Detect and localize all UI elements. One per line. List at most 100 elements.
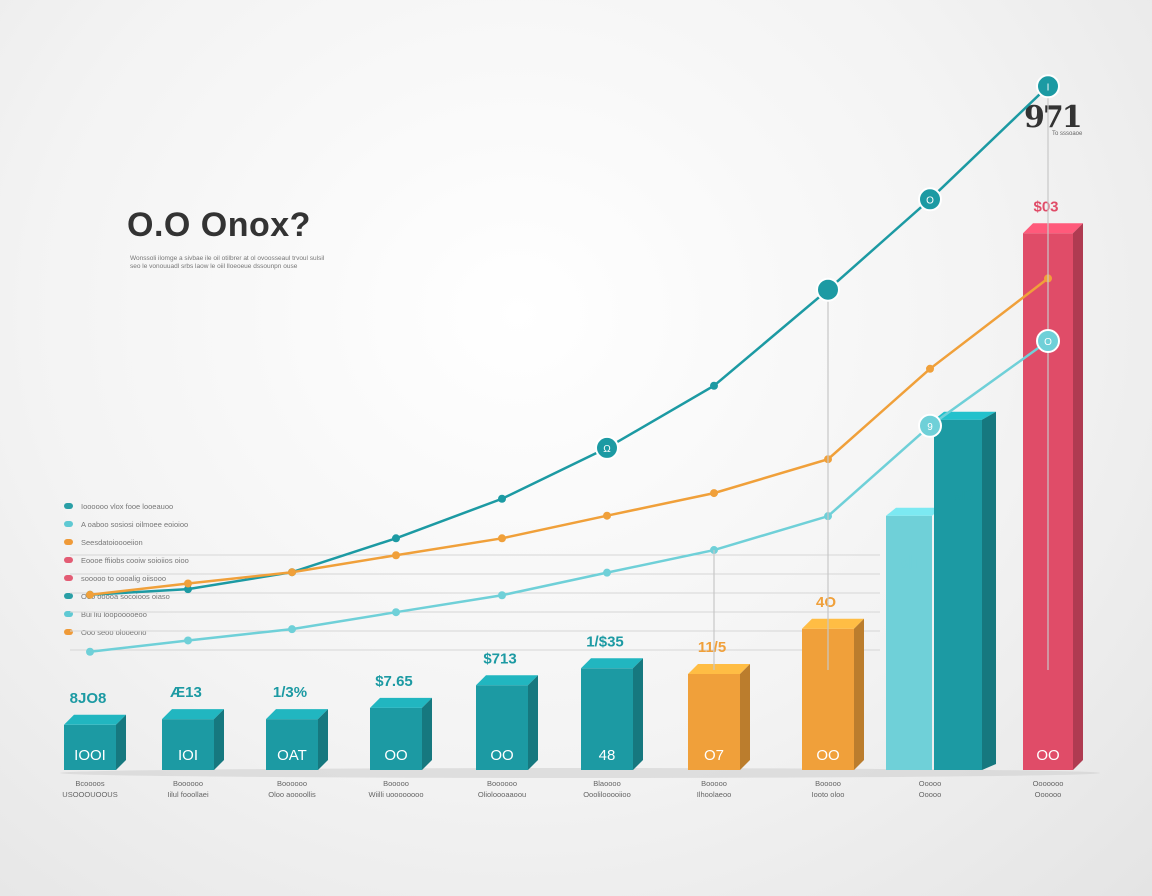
legend: Ioooooo vlox fooe looeauoo A oaboo sosios… xyxy=(64,497,234,641)
bar xyxy=(370,707,422,770)
legend-item: Bui liu loopooooeoo xyxy=(64,605,234,623)
bar-side xyxy=(422,697,432,770)
corner-badge: 971 To sssoaoe xyxy=(1024,100,1083,137)
legend-swatch xyxy=(64,575,73,581)
bar xyxy=(581,668,633,770)
line-point xyxy=(86,647,94,656)
line-point xyxy=(603,568,611,577)
bar-side xyxy=(982,411,996,770)
line-marker xyxy=(1036,329,1060,353)
legend-item: Eoooe ffiiobs cooiw soioiios oioo xyxy=(64,551,234,569)
chart-subtitle: Wonssoli ilomge a sivbae ile oil otilbre… xyxy=(130,255,325,270)
bar-side xyxy=(214,709,224,770)
bar-face-label: OO xyxy=(384,747,407,764)
bar-side xyxy=(854,618,864,770)
category-label: Oloo aoooollis xyxy=(268,790,316,799)
bar-face-label: OO xyxy=(816,747,839,764)
legend-label: Ioooooo vlox fooe looeauoo xyxy=(81,501,174,511)
line-point xyxy=(498,591,506,600)
line-marker xyxy=(918,187,942,212)
line-marker-label: O xyxy=(1044,337,1052,348)
line-marker xyxy=(1036,74,1060,99)
bar-side xyxy=(528,675,538,770)
category-label: Ooooo xyxy=(919,779,942,788)
bar xyxy=(934,419,982,770)
series-line xyxy=(88,85,1050,597)
bar-side xyxy=(740,663,750,770)
line-point xyxy=(710,489,718,498)
bar-top xyxy=(886,507,942,516)
category-label: Wiilli uoooooooo xyxy=(368,790,423,799)
bar xyxy=(266,719,318,770)
legend-label: sooooo to oooalig oiisooo xyxy=(81,573,167,583)
line-marker-label: O xyxy=(926,195,934,206)
legend-label: Ooo ooooa socoioos oiaso xyxy=(81,591,170,601)
bar-face-label: IOOI xyxy=(74,747,106,764)
series-line xyxy=(88,277,1050,597)
line-point xyxy=(392,534,400,543)
legend-label: Eoooe ffiiobs cooiw soioiios oioo xyxy=(81,555,189,565)
bar-top-label: 11/5 xyxy=(698,639,726,656)
legend-label: Ooo seoo olooeono xyxy=(81,627,147,637)
bar-top xyxy=(581,658,643,669)
legend-swatch xyxy=(64,611,73,617)
bar-top xyxy=(162,709,224,720)
legend-item: A oaboo sosiosi oilmoee eoioioo xyxy=(64,515,234,533)
line-point xyxy=(498,494,506,503)
legend-item: Seesdatoioooeiion xyxy=(64,533,234,551)
category-label: Boooooo xyxy=(487,779,517,788)
line-marker-label: 9 xyxy=(927,422,933,433)
bar-top xyxy=(266,709,328,720)
legend-item: Ioooooo vlox fooe looeauoo xyxy=(64,497,234,515)
bar-top xyxy=(802,618,864,629)
bar xyxy=(688,673,740,770)
legend-swatch xyxy=(64,629,73,635)
bar-top xyxy=(1023,223,1083,234)
legend-swatch xyxy=(64,539,73,545)
extra-label: 5I6I xyxy=(953,487,976,503)
line-marker xyxy=(816,277,840,302)
corner-caption: To sssoaoe xyxy=(1052,131,1083,137)
bar-top xyxy=(476,675,538,686)
line-point xyxy=(926,364,934,373)
category-label: Olioloooaaoou xyxy=(478,790,526,799)
bar xyxy=(886,515,932,770)
bar-side xyxy=(1073,223,1083,770)
line-marker xyxy=(918,413,942,438)
bar-face-label: OAT xyxy=(277,747,307,764)
bar-top-label: $713 xyxy=(483,650,516,667)
category-label: Boooooo xyxy=(277,779,307,788)
bar-side xyxy=(116,714,126,770)
corner-number: 971 xyxy=(1024,100,1083,135)
line-marker xyxy=(595,435,619,460)
category-label: Ooooooo xyxy=(1033,779,1064,788)
bar-face-label: OO xyxy=(1036,747,1059,764)
line-marker-label: Ω xyxy=(603,444,611,455)
bar-top-label: $03 xyxy=(1033,198,1058,215)
category-label: Ilhoolaeoo xyxy=(697,790,732,799)
bar-top xyxy=(64,714,126,725)
legend-item: sooooo to oooalig oiisooo xyxy=(64,569,234,587)
legend-item: Ooo ooooa socoioos oiaso xyxy=(64,587,234,605)
line-point xyxy=(184,636,192,645)
line-point xyxy=(288,568,296,577)
bar-top-label: $7.65 xyxy=(375,673,413,690)
category-label: Blaoooo xyxy=(593,779,621,788)
category-label: Bcoooos xyxy=(75,779,104,788)
bar-top xyxy=(688,663,750,674)
line-point xyxy=(86,590,94,599)
bar-face-label: O7 xyxy=(704,747,724,764)
bar-face-label: OO xyxy=(490,747,513,764)
category-label: Iilul fooollaei xyxy=(167,790,209,799)
category-label: Ooolilooooiioo xyxy=(583,790,631,799)
legend-label: A oaboo sosiosi oilmoee eoioioo xyxy=(81,519,189,529)
category-label: Iooto oloo xyxy=(812,790,845,799)
line-point xyxy=(392,608,400,617)
category-label: Booooo xyxy=(701,779,727,788)
line-point xyxy=(710,381,718,390)
bar-top xyxy=(934,411,996,420)
line-point xyxy=(184,585,192,594)
category-label: Booooo xyxy=(383,779,409,788)
legend-label: Seesdatoioooeiion xyxy=(81,537,143,547)
legend-item: Ooo seoo olooeono xyxy=(64,623,234,641)
